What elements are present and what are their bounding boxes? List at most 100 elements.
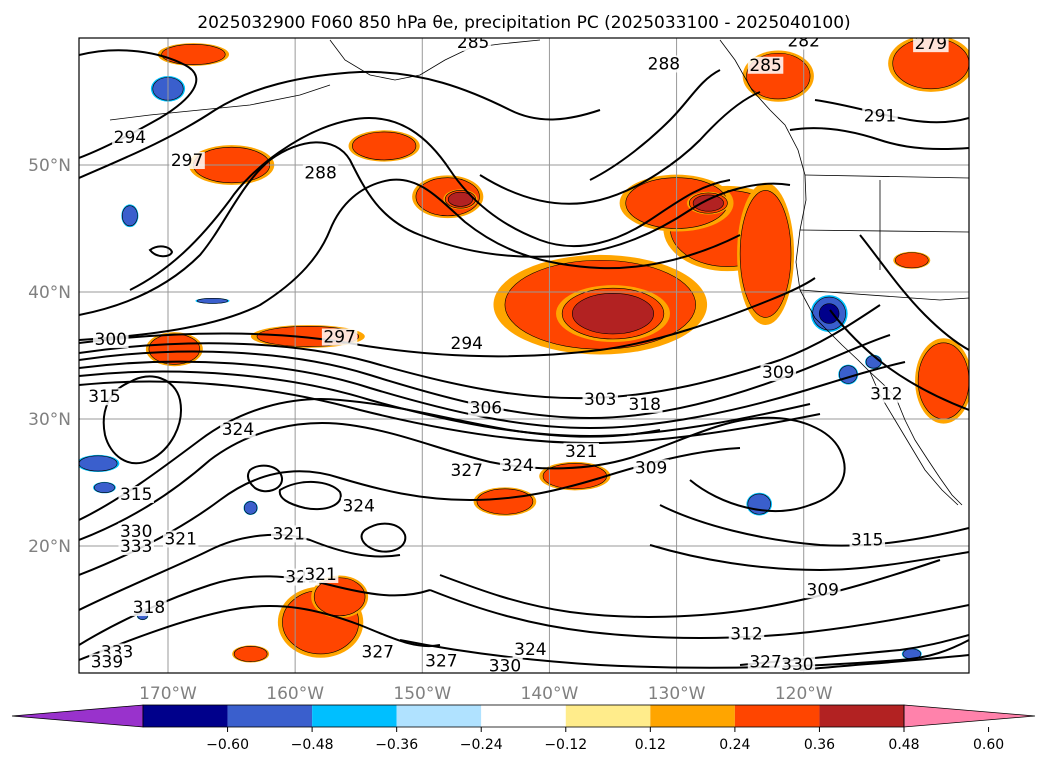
precip-region	[476, 488, 534, 515]
contour-label-bg	[302, 566, 339, 584]
contour-label-bg	[89, 653, 125, 671]
precip-region	[739, 190, 792, 318]
colorbar-tick-label: 0.12	[635, 737, 666, 753]
precip-region	[148, 333, 201, 365]
latitude-labels: 20°N 30°N 40°N 50°N	[28, 156, 71, 557]
contour-line	[789, 127, 969, 151]
precip-region	[196, 298, 229, 304]
contour-line	[102, 375, 182, 465]
contour-line	[829, 309, 969, 411]
contour-line	[79, 447, 741, 576]
lon-tick-label: 130°W	[648, 684, 706, 704]
precip-region	[243, 501, 258, 515]
contour-label: 285	[749, 56, 781, 76]
contour-line	[246, 464, 283, 493]
colorbar-tick-label: −0.24	[460, 737, 503, 753]
contour-label-bg	[302, 164, 339, 182]
contour-label: 321	[273, 524, 305, 544]
contour-line	[79, 533, 401, 611]
contour-label: 324	[514, 640, 546, 660]
contour-label: 339	[91, 653, 123, 673]
contour-line	[649, 544, 969, 572]
colorbar-tick-label: 0.24	[719, 737, 750, 753]
contour-label: 309	[762, 363, 794, 383]
colorbar-tick-label: 0.36	[804, 737, 835, 753]
longitude-labels: 170°W 160°W 150°W 140°W 130°W 120°W	[139, 684, 833, 704]
contour-label: 309	[635, 458, 667, 478]
contour-label-bg	[220, 421, 256, 439]
contour-label: 315	[88, 387, 120, 407]
contour-line	[79, 416, 846, 541]
contour-line	[799, 654, 969, 671]
lon-tick-label: 150°W	[393, 684, 451, 704]
colorbar-tick-label: −0.12	[544, 737, 587, 753]
contour-label-bg	[468, 399, 504, 417]
contour-label: 333	[120, 537, 152, 557]
contour-label-bg	[271, 525, 307, 543]
precip-region	[352, 131, 417, 161]
coastline-aleutians	[109, 84, 331, 121]
precip-region	[233, 646, 268, 662]
contour-line	[399, 639, 969, 669]
contour-label-bg	[627, 395, 663, 413]
contour-label: 303	[584, 390, 616, 410]
contour-label-bg	[455, 38, 491, 51]
precip-region	[894, 252, 929, 269]
colorbar-segment	[312, 705, 397, 727]
theta-e-contours	[79, 49, 969, 671]
contour-label-bg	[785, 38, 822, 50]
coastline-north-america	[719, 39, 963, 506]
contour-label-bg	[499, 456, 536, 474]
contour-line	[79, 360, 906, 430]
colorbar-segment	[143, 705, 228, 727]
contour-line	[479, 91, 761, 205]
contour-label: 321	[565, 442, 597, 462]
contour-label: 291	[864, 107, 896, 127]
lat-tick-label: 50°N	[28, 156, 71, 176]
colorbar-segment	[481, 705, 566, 727]
lon-tick-label: 120°W	[775, 684, 833, 704]
colorbar-tick-label: −0.36	[375, 737, 418, 753]
contour-line	[659, 504, 969, 547]
precip-region	[79, 455, 118, 472]
contour-label: 330	[489, 656, 521, 676]
contour-label: 294	[114, 128, 146, 148]
precip-layer	[79, 38, 969, 663]
gridlines	[79, 38, 969, 673]
contour-label: 285	[457, 33, 489, 53]
precip-region	[447, 191, 473, 207]
contour-label: 330	[781, 655, 813, 675]
contour-label: 315	[851, 531, 883, 551]
colorbar-frame	[142, 704, 905, 728]
map-frame	[78, 37, 970, 674]
colorbar-extend-high	[903, 704, 1036, 728]
precip-region	[692, 194, 724, 212]
contour-label: 300	[95, 330, 127, 350]
contour-label-bg	[487, 657, 523, 673]
contour-label-bg	[779, 656, 816, 673]
contour-label-bg	[360, 643, 396, 661]
colorbar-tick-label: 0.60	[973, 737, 1004, 753]
contour-label-bg	[86, 388, 123, 406]
contour-label-bg	[646, 55, 682, 73]
contour-line	[79, 380, 821, 445]
contour-label-bg	[512, 640, 549, 658]
contour-line	[79, 605, 441, 661]
colorbar: −0.60 −0.48 −0.36 −0.24 −0.12 0.12 0.24 0.36 0.4…	[11, 704, 1036, 753]
contour-line	[79, 141, 791, 316]
contour-label-bg	[340, 497, 377, 515]
lon-tick-label: 170°W	[139, 684, 197, 704]
contour-label: 297	[171, 151, 203, 171]
state-border-1	[799, 229, 969, 233]
contour-label: 315	[120, 485, 152, 505]
precip-region	[572, 292, 654, 335]
contour-line	[79, 334, 891, 420]
state-border-2	[799, 289, 969, 301]
contour-label: 309	[807, 580, 839, 600]
contour-line	[148, 245, 174, 258]
contour-label: 282	[787, 32, 819, 52]
contour-label-bg	[760, 364, 797, 382]
contour-line	[79, 277, 816, 358]
contour-label: 279	[915, 34, 947, 54]
contour-label-bg	[118, 522, 154, 540]
